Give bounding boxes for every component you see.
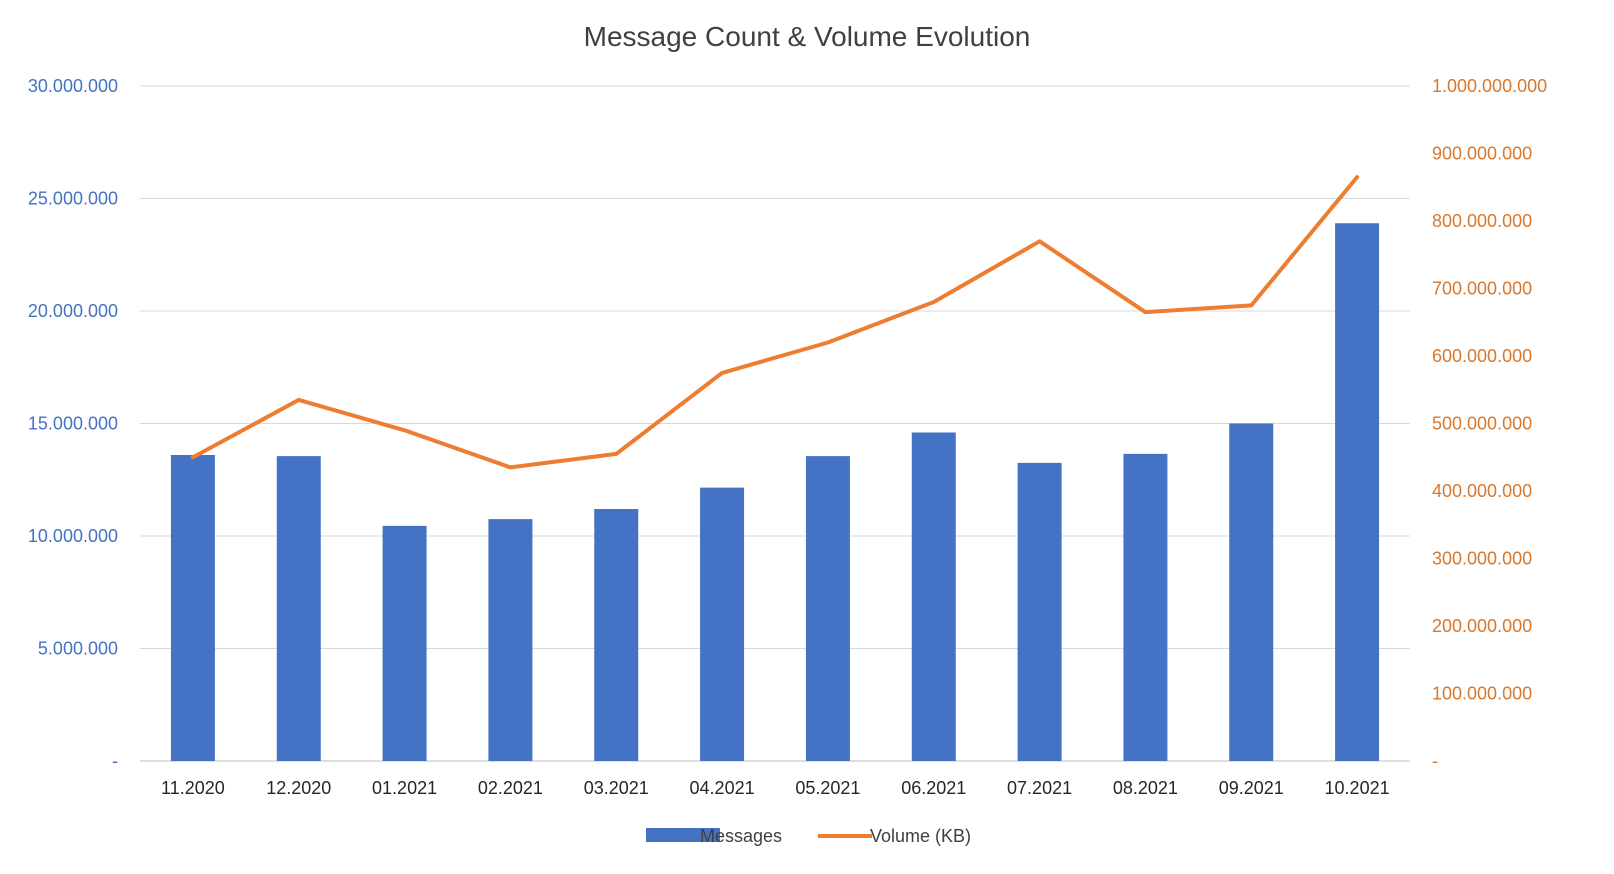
y-right-tick-label: 900.000.000 <box>1432 144 1532 164</box>
x-axis: 11.2020 12.2020 01.2021 02.2021 03.2021 04.20… <box>161 778 1390 798</box>
bar-series-messages <box>170 223 1380 761</box>
x-tick-label: 08.2021 <box>1113 778 1178 798</box>
bar-messages <box>1017 462 1062 761</box>
y-right-tick-label: 800.000.000 <box>1432 211 1532 231</box>
y-right-tick-label: 100.000.000 <box>1432 684 1532 704</box>
x-tick-label: 02.2021 <box>478 778 543 798</box>
legend-label-messages: Messages <box>700 826 782 846</box>
bar-messages <box>594 509 639 761</box>
legend-label-volume: Volume (KB) <box>870 826 971 846</box>
y-left-tick-label: 25.000.000 <box>28 189 118 209</box>
y-left-tick-label: 20.000.000 <box>28 301 118 321</box>
y-left-tick-label: 10.000.000 <box>28 526 118 546</box>
y-right-tick-label: 500.000.000 <box>1432 414 1532 434</box>
x-tick-label: 12.2020 <box>266 778 331 798</box>
y-left-tick-label: - <box>112 751 118 771</box>
y-left-tick-label: 15.000.000 <box>28 414 118 434</box>
x-tick-label: 04.2021 <box>690 778 755 798</box>
bar-messages <box>805 456 850 761</box>
bar-messages <box>382 525 427 761</box>
y-right-tick-label: 300.000.000 <box>1432 549 1532 569</box>
y-right-tick-label: 200.000.000 <box>1432 616 1532 636</box>
x-tick-label: 03.2021 <box>584 778 649 798</box>
gridlines <box>140 85 1410 762</box>
bar-messages <box>276 456 321 761</box>
y-left-tick-label: 5.000.000 <box>38 639 118 659</box>
chart-title: Message Count & Volume Evolution <box>584 21 1031 52</box>
x-tick-label: 01.2021 <box>372 778 437 798</box>
bar-messages <box>700 487 745 761</box>
legend-swatch-messages <box>646 828 720 842</box>
x-tick-label: 06.2021 <box>901 778 966 798</box>
y-axis-left: - 5.000.000 10.000.000 15.000.000 20.000.000… <box>28 76 118 771</box>
y-right-tick-label: 600.000.000 <box>1432 346 1532 366</box>
x-tick-label: 09.2021 <box>1219 778 1284 798</box>
y-right-tick-label: 400.000.000 <box>1432 481 1532 501</box>
bar-messages <box>1229 423 1274 761</box>
y-right-tick-label: 1.000.000.000 <box>1432 76 1547 96</box>
y-axis-right: - 100.000.000 200.000.000 300.000.000 400.00… <box>1432 76 1547 771</box>
legend: Messages Volume (KB) <box>646 826 971 846</box>
x-tick-label: 05.2021 <box>795 778 860 798</box>
line-series-volume <box>190 175 1360 470</box>
bar-messages <box>488 519 533 761</box>
y-right-tick-label: - <box>1432 751 1438 771</box>
bar-messages <box>170 455 215 761</box>
bar-messages <box>1335 223 1380 761</box>
y-left-tick-label: 30.000.000 <box>28 76 118 96</box>
x-tick-label: 11.2020 <box>161 778 225 798</box>
bar-messages <box>911 432 956 761</box>
bar-messages <box>1123 453 1168 761</box>
x-tick-label: 07.2021 <box>1007 778 1072 798</box>
x-tick-label: 10.2021 <box>1325 778 1390 798</box>
y-right-tick-label: 700.000.000 <box>1432 279 1532 299</box>
line-volume <box>190 175 1360 470</box>
